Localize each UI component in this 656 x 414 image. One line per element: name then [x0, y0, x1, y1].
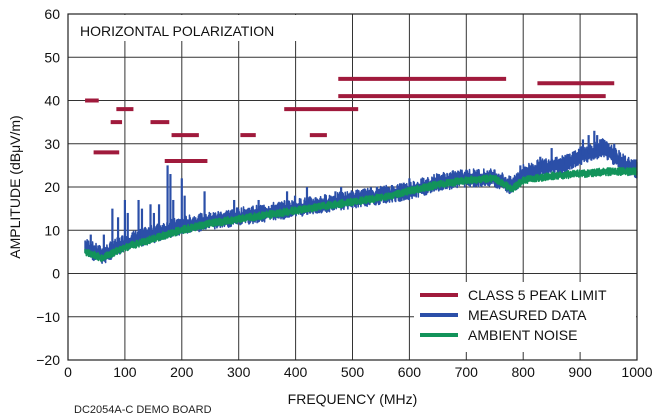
x-tick-label: 100	[113, 364, 137, 380]
x-tick-label: 1000	[621, 364, 652, 380]
y-tick-label: 20	[44, 179, 60, 195]
y-tick-label: 50	[44, 49, 60, 65]
legend: CLASS 5 PEAK LIMIT MEASURED DATA AMBIENT…	[414, 282, 636, 352]
y-tick-label: 60	[44, 6, 60, 22]
legend-label-ambient: AMBIENT NOISE	[468, 327, 577, 343]
y-tick-label: 0	[52, 266, 60, 282]
y-tick-label: −20	[36, 352, 60, 368]
x-tick-label: 900	[568, 364, 592, 380]
footer-text: DC2054A-C DEMO BOARD	[74, 404, 212, 414]
y-tick-label: 40	[44, 93, 60, 109]
y-tick-label: 30	[44, 136, 60, 152]
y-axis-title: AMPLITUDE (dBμV/m)	[7, 115, 23, 258]
series-area	[84, 76, 638, 264]
legend-label-limit: CLASS 5 PEAK LIMIT	[468, 287, 607, 303]
x-tick-label: 800	[512, 364, 536, 380]
x-tick-label: 500	[341, 364, 365, 380]
chart-title-background	[69, 15, 301, 41]
x-tick-label: 200	[170, 364, 194, 380]
x-axis-title: FREQUENCY (MHz)	[288, 391, 418, 407]
x-tick-label: 400	[284, 364, 308, 380]
x-tick-label: 600	[398, 364, 422, 380]
tick-labels: 0 100 200 300 400 500 600 700 800 900 1000 −20 −10 0 1…	[36, 6, 653, 380]
x-tick-label: 300	[227, 364, 251, 380]
x-tick-label: 700	[455, 364, 479, 380]
chart-title: HORIZONTAL POLARIZATION	[80, 23, 274, 39]
y-tick-label: −10	[36, 309, 60, 325]
x-tick-label: 0	[64, 364, 72, 380]
y-tick-label: 10	[44, 222, 60, 238]
legend-label-measured: MEASURED DATA	[468, 307, 587, 323]
ambient-noise-trace	[84, 166, 638, 263]
plot-frame	[67, 13, 638, 361]
